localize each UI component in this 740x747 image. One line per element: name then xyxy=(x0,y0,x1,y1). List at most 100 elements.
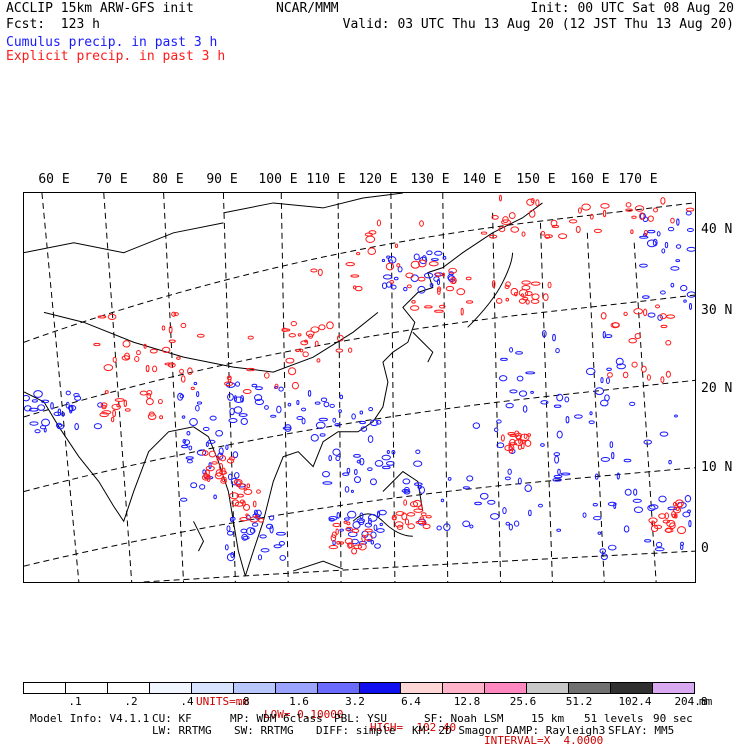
colorbar-ticks: .1 .2 .4 .8 1.6 3.2 6.4 12.8 25.6 51.2 102.4 204.8 xyxy=(23,695,707,709)
precip-cell xyxy=(356,518,366,524)
lat-label: 30 N xyxy=(701,303,733,318)
precip-cell xyxy=(442,255,447,260)
precip-cell xyxy=(31,399,38,403)
precip-cell xyxy=(623,311,628,317)
precip-cell xyxy=(378,509,387,516)
precip-cell xyxy=(139,390,148,396)
precip-cell xyxy=(296,400,300,406)
precip-cell xyxy=(233,472,240,479)
precip-cell xyxy=(508,446,514,454)
forecast-hour: Fcst: 123 h xyxy=(6,17,100,32)
precip-cell xyxy=(426,250,433,256)
precip-cell xyxy=(314,401,321,405)
precip-cell xyxy=(414,482,423,486)
precip-cell xyxy=(334,423,341,427)
precip-cell xyxy=(418,259,427,268)
precip-cell xyxy=(345,262,356,267)
precip-cell xyxy=(351,547,358,555)
precip-cell xyxy=(424,305,433,309)
precip-cell xyxy=(273,544,282,549)
precip-cell xyxy=(623,458,632,463)
precip-cell xyxy=(676,526,687,535)
precip-cell xyxy=(430,258,439,262)
precip-cell xyxy=(659,313,667,320)
precip-cell xyxy=(281,327,288,332)
precip-cell xyxy=(665,370,671,378)
precip-cell xyxy=(367,467,373,472)
precip-cell xyxy=(515,351,523,355)
precip-cell xyxy=(412,499,422,508)
precip-cell xyxy=(168,339,176,343)
precip-cell xyxy=(531,293,540,300)
precip-cell xyxy=(296,415,304,420)
precip-cell xyxy=(134,356,140,363)
precip-cell xyxy=(674,414,678,418)
precip-cell xyxy=(278,541,286,546)
precip-cell xyxy=(573,414,583,419)
precip-cell xyxy=(145,364,150,373)
precip-cell xyxy=(631,215,637,219)
precip-cell xyxy=(376,528,385,533)
precip-cell xyxy=(521,280,531,285)
precip-cell xyxy=(555,348,560,354)
precip-cell xyxy=(181,444,189,449)
precip-map xyxy=(23,192,696,583)
precip-cell xyxy=(616,472,620,480)
precip-cell xyxy=(390,284,397,290)
precip-cell xyxy=(602,330,606,339)
colorbar-tick-label: 204.8 xyxy=(674,695,708,708)
precip-cell xyxy=(93,423,102,430)
precip-cell xyxy=(451,279,456,284)
precip-cell xyxy=(633,488,638,496)
precip-cell xyxy=(498,194,502,202)
precip-cell xyxy=(672,506,682,514)
precip-cell xyxy=(600,203,610,209)
colorbar-tick-label: .2 xyxy=(124,695,138,708)
precip-cell xyxy=(479,492,489,500)
cumulus-precip-areas xyxy=(24,210,695,562)
precip-cell xyxy=(436,278,441,286)
precip-cell xyxy=(396,263,401,268)
precip-cell xyxy=(615,357,624,366)
precip-cell xyxy=(345,526,353,532)
precip-cell xyxy=(215,429,224,437)
precip-cell xyxy=(660,324,668,329)
precip-cell xyxy=(527,433,531,437)
colorbar xyxy=(23,682,695,694)
precip-cell xyxy=(668,459,672,465)
precip-cell xyxy=(593,228,602,234)
precip-cell xyxy=(686,228,694,232)
precip-cell xyxy=(346,467,351,474)
precip-cell xyxy=(317,268,323,277)
precip-cell xyxy=(213,494,217,500)
precip-cell xyxy=(274,383,279,389)
precip-cell xyxy=(233,478,243,486)
precip-cell xyxy=(504,284,510,290)
precip-cell xyxy=(420,512,427,517)
precip-cell xyxy=(236,493,244,498)
precip-cell xyxy=(639,235,649,239)
precip-cell xyxy=(520,293,525,297)
precip-cell xyxy=(241,533,249,541)
header-title: ACCLIP 15km ARW-GFS init xyxy=(6,1,194,16)
precip-cell xyxy=(419,516,425,521)
lon-label: 80 E xyxy=(152,172,184,187)
precip-cell xyxy=(560,472,571,476)
lon-label: 110 E xyxy=(306,172,346,187)
precip-cell xyxy=(247,335,254,340)
precip-cell xyxy=(683,299,687,303)
precip-cell xyxy=(648,504,659,510)
precip-cell xyxy=(658,495,667,503)
precip-cell xyxy=(640,365,647,373)
lon-label: 90 E xyxy=(206,172,238,187)
precip-cell xyxy=(185,456,194,460)
precip-cell xyxy=(354,476,361,484)
precip-cell xyxy=(639,263,648,268)
precip-cell xyxy=(254,398,265,406)
precip-cell xyxy=(438,304,446,309)
precip-cell xyxy=(336,540,341,545)
precip-cell xyxy=(100,402,108,408)
lon-label: 120 E xyxy=(358,172,398,187)
lon-label: 150 E xyxy=(516,172,556,187)
precip-cell xyxy=(625,202,632,208)
